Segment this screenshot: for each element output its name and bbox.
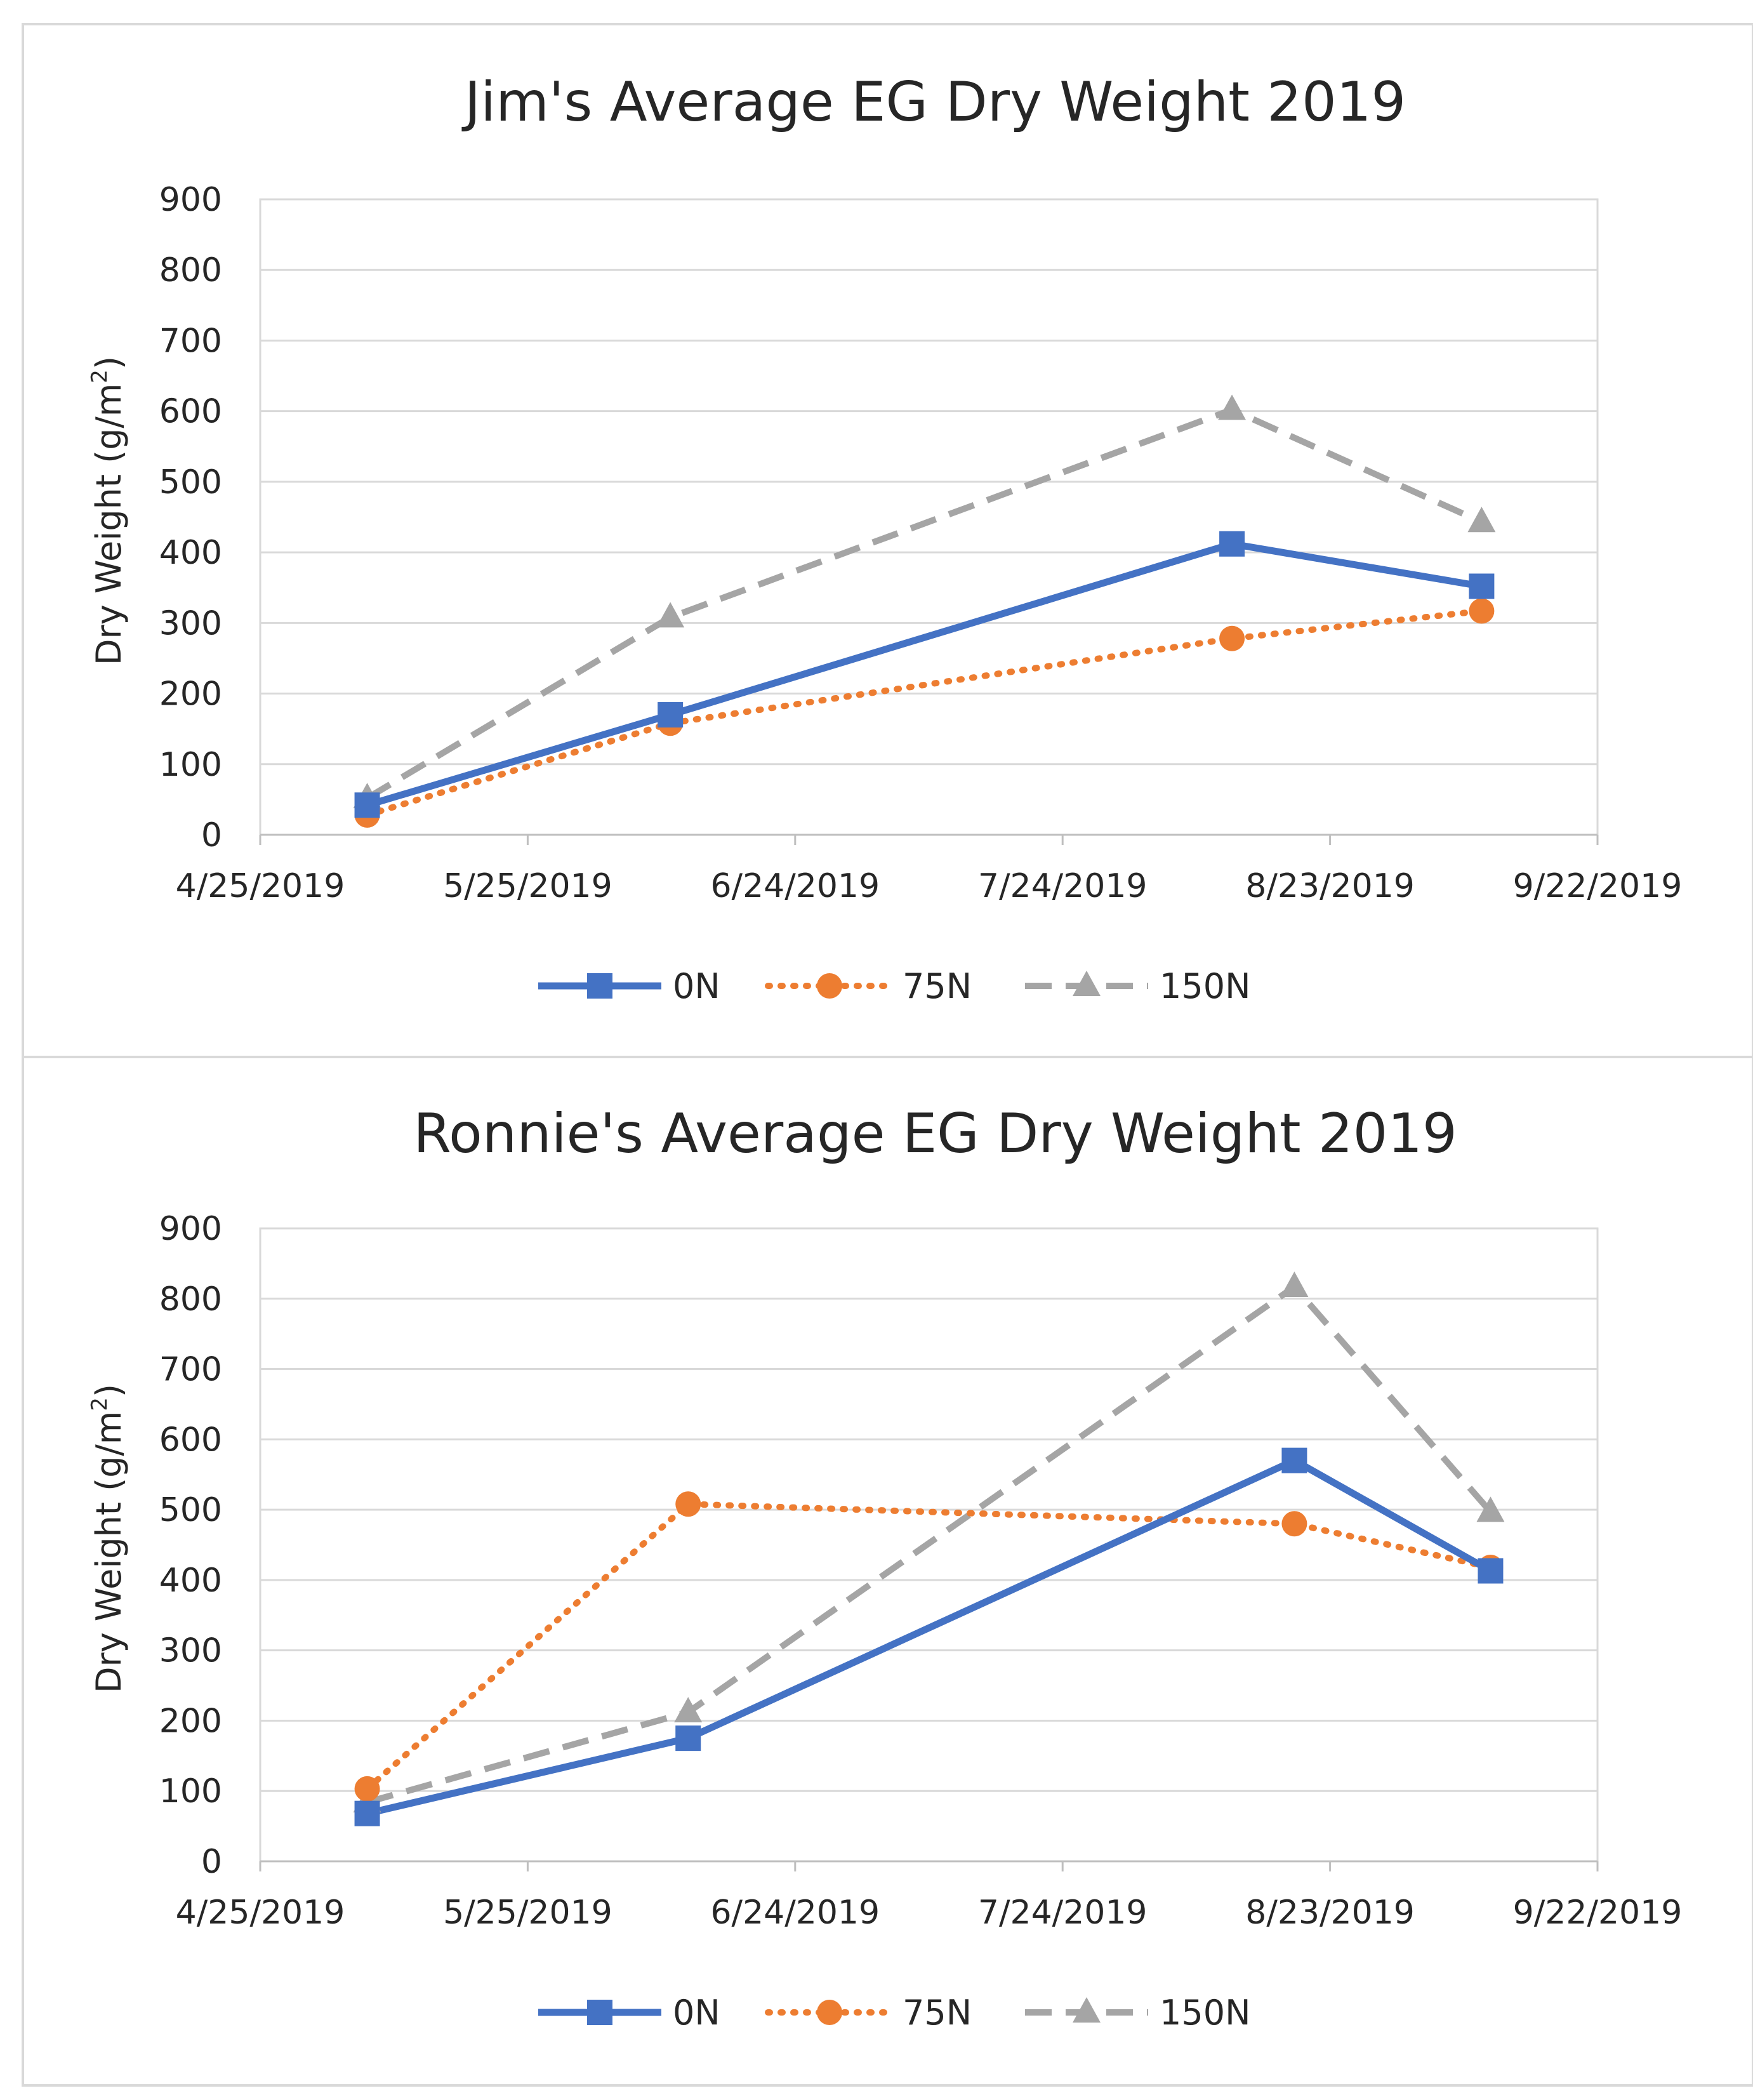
series-line-0N	[366, 1457, 1493, 1818]
y-axis-label-end: )	[89, 1384, 129, 1397]
x-tick-label: 7/24/2019	[978, 867, 1148, 905]
y-axis-label: Dry Weight (g/m2)	[87, 356, 129, 665]
y-tick-label: 900	[159, 1210, 222, 1248]
y-axis-label-sup: 2	[87, 369, 112, 383]
y-tick-label: 600	[159, 1421, 222, 1459]
y-tick-label: 400	[159, 1562, 222, 1600]
x-tick-label: 6/24/2019	[710, 1894, 880, 1932]
chart-ronnie: Ronnie's Average EG Dry Weight 2019 0 100 2…	[87, 1102, 1682, 2033]
data-point-0N	[1469, 573, 1495, 599]
data-point-150N	[1280, 1271, 1309, 1297]
y-tick-label: 100	[159, 746, 222, 784]
x-tick-label: 5/25/2019	[443, 867, 612, 905]
data-point-0N	[675, 1725, 701, 1751]
y-axis-label-sup: 2	[87, 1397, 112, 1411]
y-tick-label: 600	[159, 393, 222, 431]
y-axis-label-main: Dry Weight (g/m	[89, 383, 129, 665]
data-point-0N	[1478, 1558, 1504, 1584]
y-tick-label: 300	[159, 1632, 222, 1670]
series-line-75N	[364, 1501, 1494, 1792]
y-tick-label: 700	[159, 1351, 222, 1389]
data-point-75N	[354, 1776, 380, 1802]
legend-label-0N: 0N	[673, 966, 720, 1006]
x-tick-label: 9/22/2019	[1513, 867, 1683, 905]
legend-marker-0N	[587, 2000, 612, 2025]
data-point-0N	[354, 1800, 380, 1826]
data-point-0N	[1281, 1447, 1307, 1473]
y-tick-label: 300	[159, 604, 222, 642]
y-tick-label: 400	[159, 534, 222, 572]
data-point-75N	[1469, 598, 1495, 624]
data-point-150N	[1467, 507, 1496, 533]
data-point-150N	[656, 602, 685, 628]
y-tick-label: 500	[159, 1491, 222, 1529]
legend-marker-75N	[817, 973, 842, 999]
legend-marker-150N	[1073, 1997, 1101, 2023]
y-tick-label: 800	[159, 1280, 222, 1319]
y-tick-label: 700	[159, 322, 222, 360]
legend-label-75N: 75N	[903, 966, 972, 1006]
legend-label-150N: 150N	[1160, 966, 1250, 1006]
x-tick-label: 7/24/2019	[978, 1894, 1148, 1932]
legend-label-75N: 75N	[903, 1993, 972, 2033]
x-tick-label: 8/23/2019	[1245, 1894, 1415, 1932]
x-tick-label: 4/25/2019	[176, 867, 345, 905]
series-line-150N	[366, 1283, 1493, 1805]
data-point-150N	[1218, 394, 1247, 420]
y-axis-label-end: )	[89, 356, 129, 369]
x-tick-label: 6/24/2019	[710, 867, 880, 905]
x-tick-label: 5/25/2019	[443, 1894, 612, 1932]
y-axis-label: Dry Weight (g/m2)	[87, 1384, 129, 1693]
chart-frame-jim	[22, 23, 1753, 1058]
legend-label-150N: 150N	[1160, 1993, 1250, 2033]
data-point-150N	[1476, 1496, 1505, 1522]
legend-label-0N: 0N	[673, 1993, 720, 2033]
x-tick-label: 8/23/2019	[1245, 867, 1415, 905]
y-tick-label: 0	[201, 816, 222, 854]
legend-marker-150N	[1073, 971, 1101, 996]
legend-marker-75N	[817, 2000, 842, 2025]
series-line-150N	[365, 406, 1483, 801]
y-tick-label: 200	[159, 1702, 222, 1740]
y-tick-label: 900	[159, 181, 222, 219]
y-tick-label: 200	[159, 675, 222, 714]
y-tick-label: 500	[159, 463, 222, 502]
series-line-0N	[366, 540, 1483, 809]
data-point-0N	[354, 792, 380, 818]
chart-jim: Jim's Average EG Dry Weight 2019 0 100 200 3…	[87, 70, 1682, 1006]
data-point-75N	[1219, 625, 1245, 651]
chart-title: Ronnie's Average EG Dry Weight 2019	[413, 1102, 1457, 1166]
x-tick-label: 4/25/2019	[176, 1894, 345, 1932]
y-tick-label: 0	[201, 1843, 222, 1881]
x-tick-label: 9/22/2019	[1513, 1894, 1683, 1932]
y-tick-label: 800	[159, 251, 222, 289]
data-point-75N	[675, 1491, 701, 1517]
legend-marker-0N	[587, 973, 612, 999]
data-point-0N	[1219, 531, 1245, 557]
y-tick-label: 100	[159, 1772, 222, 1811]
y-axis-label-main: Dry Weight (g/m	[89, 1411, 129, 1693]
series-line-75N	[364, 608, 1485, 818]
chart-title: Jim's Average EG Dry Weight 2019	[461, 70, 1406, 134]
data-point-0N	[658, 701, 684, 728]
data-point-75N	[1281, 1511, 1307, 1537]
data-point-150N	[674, 1697, 703, 1723]
